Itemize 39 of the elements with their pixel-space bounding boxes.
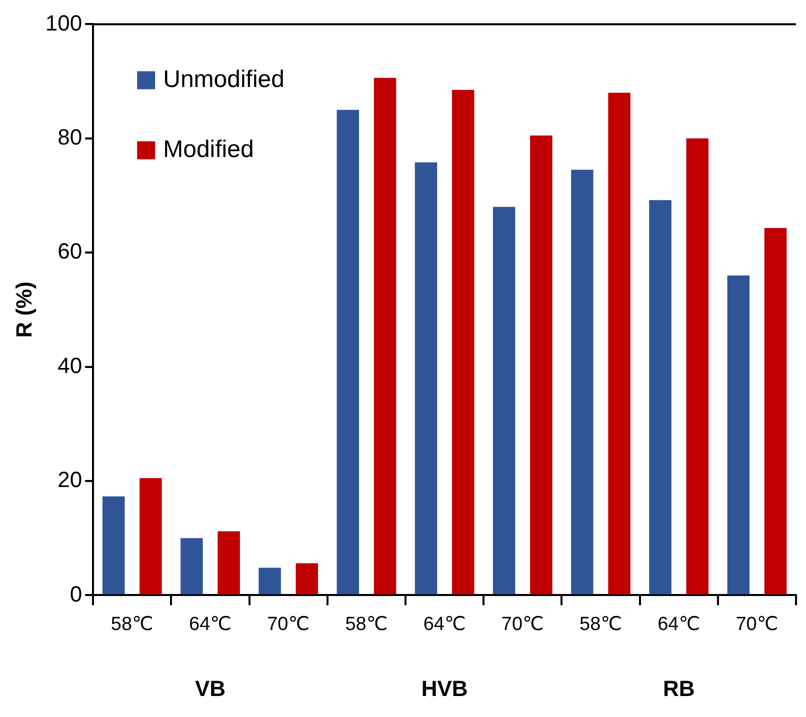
y-axis-title: R (%) bbox=[11, 282, 36, 338]
x-tick-label: 58℃ bbox=[345, 614, 388, 635]
x-tick-label: 64℃ bbox=[189, 614, 232, 635]
bar bbox=[727, 275, 750, 594]
bar bbox=[336, 110, 360, 594]
x-tick-label: 70℃ bbox=[736, 614, 778, 635]
x-tick-label: 70℃ bbox=[501, 614, 544, 635]
bar bbox=[686, 138, 709, 594]
bar bbox=[258, 568, 281, 594]
bar bbox=[102, 496, 125, 594]
x-tick-label: 70℃ bbox=[267, 614, 310, 635]
x-tick-label: 58℃ bbox=[110, 614, 154, 635]
legend-label: Unmodified bbox=[163, 66, 285, 93]
bar bbox=[649, 200, 672, 594]
legend-label: Modified bbox=[163, 136, 254, 163]
x-tick-label: 64℃ bbox=[658, 614, 700, 635]
bar bbox=[571, 170, 594, 594]
x-tick-label: 58℃ bbox=[580, 614, 622, 635]
text: HVB bbox=[421, 676, 468, 702]
y-tick-label: 60 bbox=[58, 238, 82, 264]
bar bbox=[296, 563, 318, 594]
y-tick-label: 0 bbox=[70, 581, 82, 606]
bar bbox=[452, 90, 474, 594]
bar bbox=[374, 78, 396, 594]
bar bbox=[414, 162, 438, 594]
bar bbox=[180, 538, 203, 594]
y-tick-label: 40 bbox=[58, 352, 82, 378]
text: RB bbox=[662, 676, 695, 702]
y-tick-label: 20 bbox=[58, 467, 82, 492]
bar bbox=[140, 478, 162, 594]
bar bbox=[530, 136, 552, 594]
y-tick-label: 100 bbox=[45, 10, 82, 36]
y-tick-label: 80 bbox=[58, 124, 82, 150]
bar bbox=[764, 228, 787, 594]
bar bbox=[218, 531, 240, 594]
bar bbox=[608, 92, 630, 594]
bar bbox=[492, 206, 516, 594]
x-tick-label: 64℃ bbox=[423, 614, 466, 635]
text: VB bbox=[194, 676, 226, 702]
